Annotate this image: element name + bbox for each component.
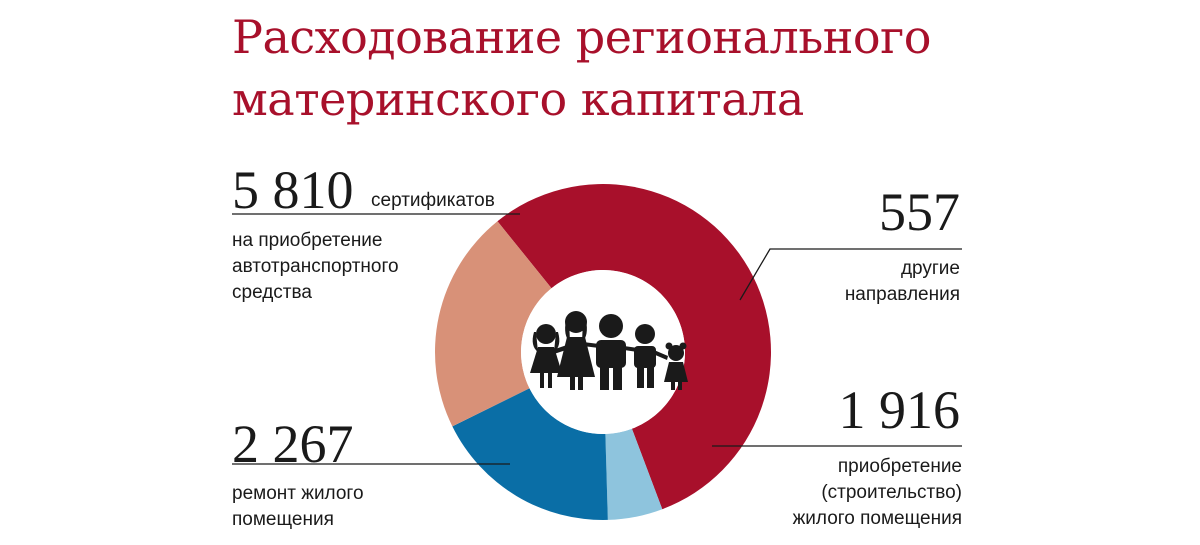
donut-slice-cars — [497, 184, 771, 510]
chart-title-line-1: Расходование регионального — [232, 10, 931, 64]
value-label-cars: 5 810 — [232, 160, 354, 220]
donut-slice-housing — [452, 388, 608, 521]
slice-label-cars-line-1: на приобретение — [232, 230, 383, 251]
value-label-other: 557 — [879, 182, 960, 242]
slice-label-housing-line-1: приобретение — [837, 456, 962, 477]
slice-label-cars: на приобретение автотранспортного средст… — [232, 228, 399, 306]
value-label-housing: 1 916 — [838, 380, 961, 440]
donut-slice-other — [605, 428, 663, 520]
slice-label-cars-line-3: средства — [232, 282, 312, 303]
slice-label-renovation-line-1: ремонт жилого — [232, 483, 364, 504]
unit-label-certificates: сертификатов — [371, 190, 495, 211]
slice-label-cars-line-2: автотранспортного — [232, 256, 399, 277]
donut-segments — [435, 184, 771, 521]
slice-label-housing: приобретение (строительство) жилого поме… — [720, 454, 962, 532]
chart-title: Расходование регионального материнского … — [232, 6, 992, 130]
chart-title-line-2: материнского капитала — [232, 72, 804, 126]
slice-label-renovation: ремонт жилого помещения — [232, 481, 364, 533]
slice-label-renovation-line-2: помещения — [232, 509, 334, 530]
leader-line-other — [739, 248, 962, 301]
value-label-renovation: 2 267 — [232, 414, 354, 474]
slice-label-housing-line-3: жилого помещения — [792, 508, 962, 529]
slice-label-other-line-2: направления — [844, 284, 960, 305]
leader-lines — [232, 213, 962, 465]
donut-slice-renovation — [435, 221, 552, 427]
family-icon — [530, 311, 688, 390]
slice-label-housing-line-2: (строительство) — [821, 482, 962, 503]
slice-label-other-line-1: другие — [900, 258, 960, 279]
slice-label-other: другие направления — [760, 256, 960, 308]
